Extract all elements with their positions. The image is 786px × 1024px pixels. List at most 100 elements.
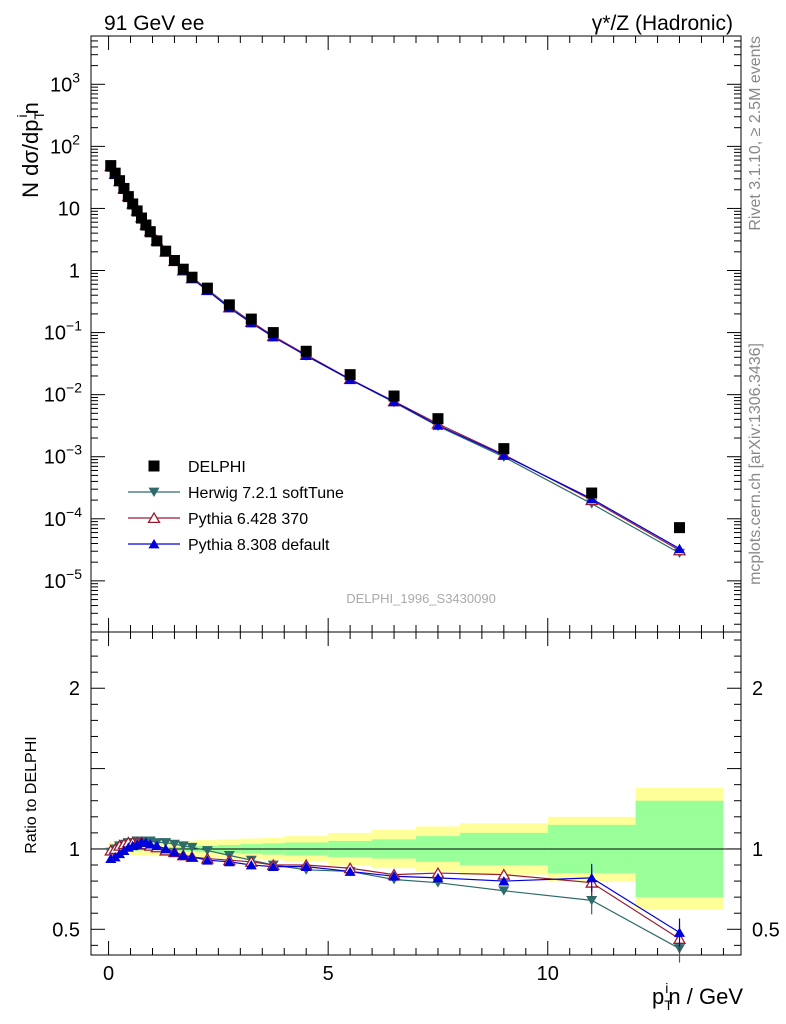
data-point — [160, 245, 172, 257]
top-ylabel-sup: i — [14, 114, 30, 117]
ytick-label: 10−4 — [44, 504, 82, 531]
xtick-label: 0 — [103, 963, 114, 985]
data-point — [118, 182, 130, 194]
ratio-point — [144, 839, 156, 849]
data-point — [168, 254, 180, 266]
data-point — [151, 235, 163, 247]
ratio-point — [168, 839, 180, 850]
ratio-ytick-label-left: 1 — [69, 839, 80, 861]
rivet-label: Rivet 3.1.10, ≥ 2.5M events — [747, 36, 764, 231]
ratio-point — [388, 871, 400, 881]
top-ylabel-tail: n — [18, 102, 43, 114]
ratio-point — [498, 876, 510, 886]
ytick-label: 1 — [69, 261, 80, 283]
ratio-point — [160, 843, 172, 854]
ratio-point — [245, 860, 257, 870]
bottom-ylabel: Ratio to DELPHI — [23, 736, 40, 853]
data-point — [498, 450, 510, 460]
data-point — [300, 345, 312, 357]
ratio-point — [432, 872, 444, 883]
ratio-ytick-label-left: 2 — [69, 678, 80, 700]
ratio-ytick-label-right: 1 — [752, 839, 763, 861]
mcplots-label: mcplots.cern.ch [arXiv:1306.3436] — [747, 343, 764, 585]
data-point — [136, 212, 148, 224]
ratio-point — [344, 866, 356, 876]
ratio-point — [160, 838, 172, 848]
legend: DELPHI Herwig 7.2.1 softTune Pythia 6.428 … — [128, 459, 344, 554]
ratio-ytick-label-right: 0.5 — [752, 919, 780, 941]
data-point — [177, 263, 189, 275]
ratio-point — [177, 841, 189, 851]
ratio-point — [186, 842, 198, 853]
data-point — [114, 175, 126, 187]
ratio-point — [223, 856, 235, 867]
legend-marker — [148, 487, 160, 497]
ratio-ytick-label-left: 0.5 — [52, 919, 80, 941]
ratio-point — [267, 861, 279, 872]
xlabel-sup: i — [665, 980, 668, 996]
data-point — [144, 226, 156, 238]
legend-label: Herwig 7.2.1 softTune — [188, 485, 344, 502]
xtick-label: 10 — [537, 963, 559, 985]
top-ylabel: N dσ/dpTin — [14, 102, 47, 198]
ytick-label: 10−1 — [44, 318, 82, 345]
data-point — [267, 327, 279, 339]
data-point — [122, 191, 134, 203]
data-point — [127, 198, 139, 210]
xlabel-p: p — [652, 984, 664, 1009]
data-point — [674, 522, 686, 534]
ratio-point — [586, 895, 598, 906]
ratio-point — [151, 840, 163, 851]
ratio-point — [186, 852, 198, 862]
xlabel-tail: n / GeV — [668, 984, 743, 1009]
data-point — [432, 420, 444, 430]
data-point — [586, 487, 598, 499]
legend-marker — [147, 511, 161, 524]
data-point — [498, 443, 510, 455]
header-right: γ*/Z (Hadronic) — [592, 12, 733, 35]
data-point — [186, 271, 198, 283]
header-left: 91 GeV ee — [104, 12, 204, 35]
ratio-point — [498, 886, 510, 896]
ytick-label: 10−2 — [44, 380, 82, 407]
ratio-point — [300, 861, 312, 872]
xlabel-sub: T — [664, 997, 673, 1013]
data-point — [245, 313, 257, 325]
ratio-ytick-label-right: 2 — [752, 678, 763, 700]
legend-label: DELPHI — [188, 459, 246, 476]
xlabel: pTin / GeV — [652, 980, 743, 1013]
data-point — [109, 167, 121, 179]
data-point — [140, 219, 152, 231]
ratio-point — [201, 855, 213, 865]
data-point — [674, 543, 686, 554]
ratio-point — [168, 847, 180, 857]
ratio-point — [177, 850, 189, 860]
svg-text:N dσ/dpTin: N dσ/dpTin — [14, 102, 47, 198]
data-point — [432, 413, 444, 425]
legend-marker — [148, 539, 160, 549]
analysis-id: DELPHI_1996_S3430090 — [346, 591, 496, 606]
ratio-point — [586, 872, 598, 883]
data-point — [223, 299, 235, 311]
ytick-label: 102 — [50, 131, 80, 158]
legend-label: Pythia 8.308 default — [188, 537, 330, 554]
ytick-label: 10 — [58, 198, 80, 220]
data-point — [201, 282, 213, 294]
xtick-label: 5 — [323, 963, 334, 985]
ytick-label: 10−3 — [44, 442, 82, 469]
ratio-point — [201, 846, 213, 856]
ytick-label: 103 — [50, 69, 80, 96]
ytick-label: 10−5 — [44, 566, 82, 593]
top-ylabel-main: N dσ/dp — [18, 120, 43, 198]
data-point — [105, 160, 117, 172]
data-point — [131, 205, 143, 217]
data-point — [344, 369, 356, 381]
data-point — [388, 390, 400, 402]
top-ylabel-sub: T — [31, 111, 47, 120]
ratio-point — [674, 927, 686, 937]
legend-marker — [148, 460, 160, 472]
legend-label: Pythia 6.428 370 — [188, 511, 308, 528]
ratio-panel: 0 5 10 2 2 1 1 0.5 0.5 — [52, 631, 780, 985]
